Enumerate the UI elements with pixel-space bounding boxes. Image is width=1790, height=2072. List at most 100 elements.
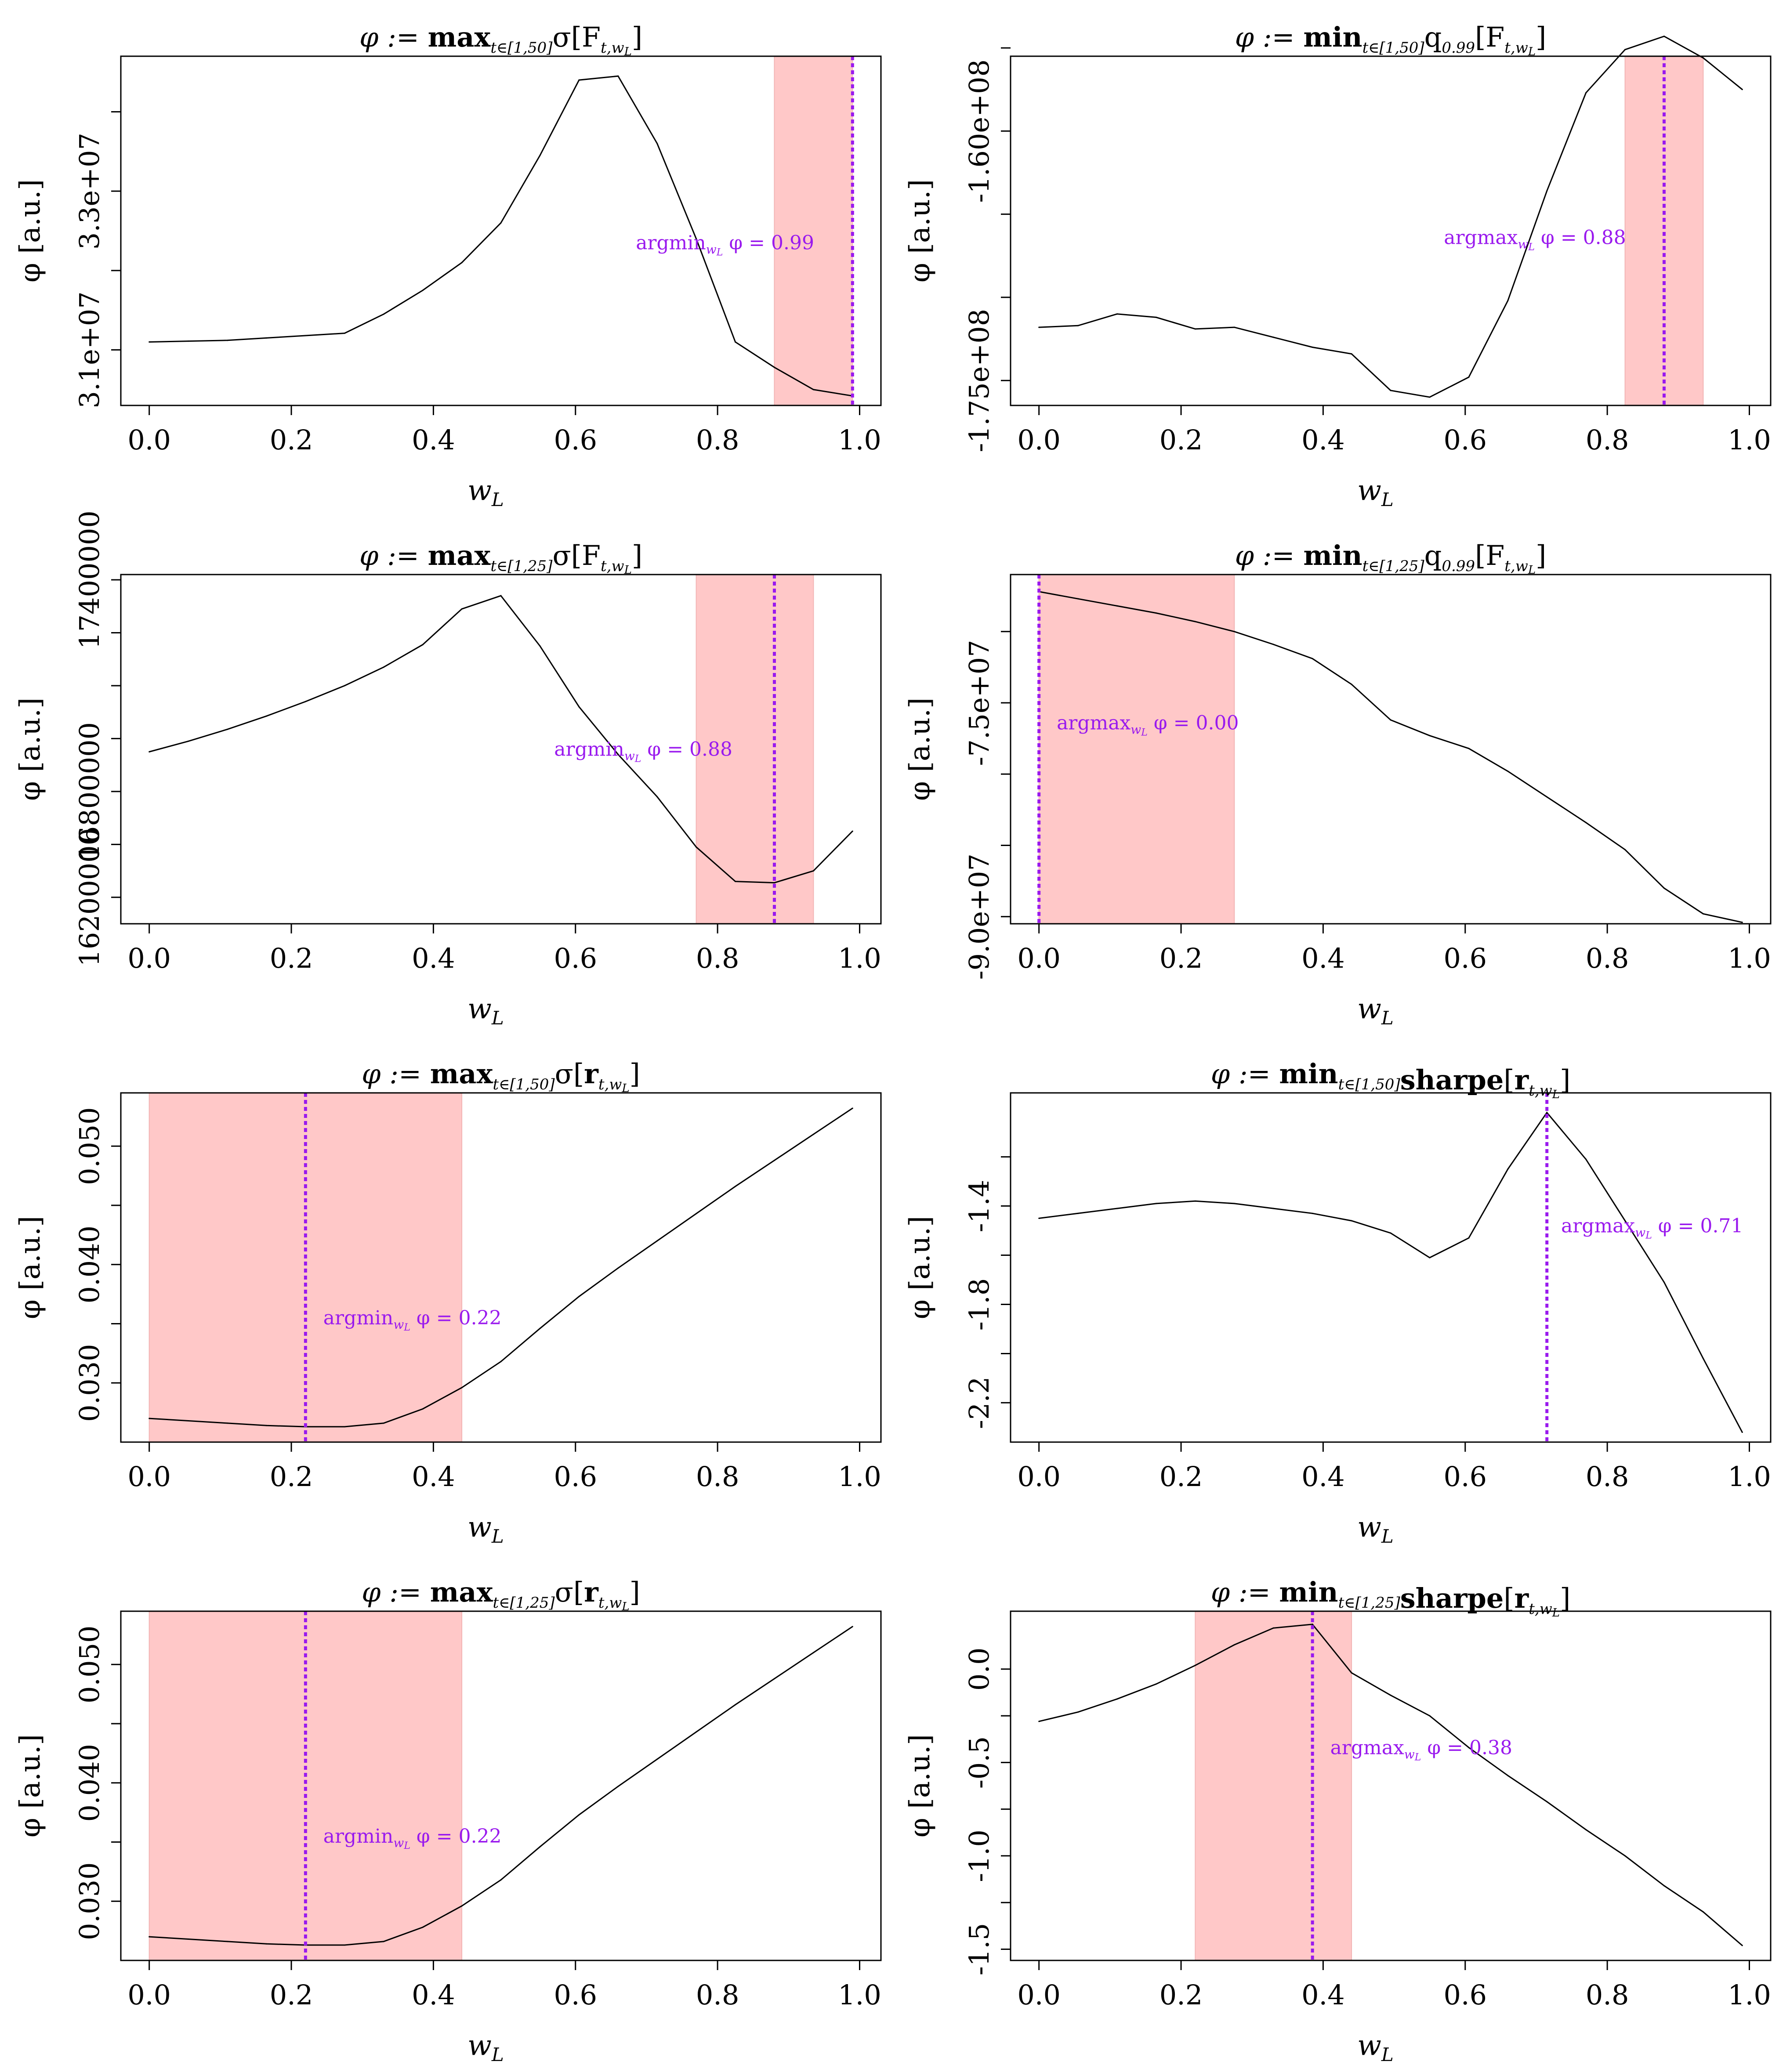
data-point [1116,1208,1118,1209]
data-point [1038,326,1040,328]
data-point [1077,325,1079,326]
data-point [539,155,541,156]
plot-frame [120,1092,882,1443]
data-point [1741,1945,1743,1946]
data-point [852,830,853,832]
data-point [344,333,345,334]
x-tick-label: 0.4 [1301,424,1345,456]
x-tick-label: 0.2 [270,1979,313,2011]
chart-panel-6: 0.0 0.2 0.4 0.6 0.8 1.0 -2.2 -1.8 -1.4 wL φ [a.u.]… [904,1058,1772,1547]
data-point [344,1426,345,1428]
data-point [1624,49,1626,51]
data-point [1429,396,1431,398]
data-point [1155,612,1157,614]
data-point [539,1846,541,1848]
data-point [1429,1715,1431,1717]
x-tick-label: 0.8 [696,424,739,456]
plot-frame [1010,1092,1772,1443]
y-axis-label: φ [a.u.] [14,1734,47,1837]
plot-frame [120,55,882,406]
y-axis-label: φ [a.u.] [14,698,47,801]
data-point [1351,353,1352,355]
x-tick-label: 1.0 [1728,1979,1771,2011]
data-point [773,1160,775,1161]
data-point [500,1879,502,1881]
data-point [578,1814,580,1816]
x-tick-label: 0.4 [1301,1979,1345,2011]
argopt-band [1038,574,1235,924]
data-point [1233,326,1235,328]
data-point [1233,1644,1235,1646]
data-point [578,1296,580,1298]
y-tick-label: 16800000 [73,722,105,861]
x-tick-label: 0.4 [412,424,455,456]
argopt-annotation: argmaxwL φ = 0.88 [1444,227,1626,253]
argopt-annotation: argminwL φ = 0.99 [636,232,814,258]
data-point [1390,719,1391,721]
y-tick-label: -1.75e+08 [963,309,995,452]
data-point [1272,1208,1274,1209]
data-point [1194,621,1196,622]
x-tick-label: 0.0 [127,942,171,974]
data-point [1077,1711,1079,1713]
data-point [500,595,502,597]
x-tick-label: 0.8 [696,1979,739,2011]
data-point [656,143,658,145]
data-point [1194,328,1196,330]
series-line [1039,1111,1743,1433]
y-tick-label: 0.050 [73,1626,105,1704]
data-point [1038,1721,1040,1722]
data-point [773,882,775,884]
data-point [812,389,814,391]
data-point [1429,735,1431,737]
data-point [461,262,463,264]
x-tick-label: 0.2 [270,1461,313,1493]
x-tick-label: 0.2 [1160,1461,1203,1493]
x-tick-label: 1.0 [1728,1461,1771,1493]
x-tick-label: 0.6 [1443,1979,1487,2011]
y-axis-label: φ [a.u.] [904,1216,936,1319]
data-point [227,728,228,730]
data-point [383,313,384,315]
x-tick-label: 0.2 [1160,1979,1203,2011]
data-point [1116,1698,1118,1700]
data-point [227,340,228,341]
plot-frame [120,1610,882,1961]
data-point [696,1213,697,1215]
x-tick-label: 0.0 [127,424,171,456]
x-axis-label: wL [467,2029,504,2065]
data-point [1468,748,1470,749]
x-tick-label: 0.6 [554,942,597,974]
y-tick-label: -2.2 [963,1377,995,1429]
y-tick-label: -1.5 [963,1923,995,1976]
chart-panel-8: 0.0 0.2 0.4 0.6 0.8 1.0 -1.5 -1.0 -0.5 0.0 wL φ [a.… [904,1576,1772,2065]
x-tick-label: 0.8 [696,942,739,974]
data-point [383,1422,384,1424]
data-point [461,608,463,610]
data-point [149,341,150,343]
data-point [1546,1801,1548,1803]
chart-title: φ := maxt∈[1,25]σ[rt,wL] [362,1576,640,1613]
argopt-annotation: argmaxwL φ = 0.00 [1057,712,1239,738]
data-point [1390,1694,1391,1696]
data-point [188,740,189,742]
plot-frame [1010,574,1772,925]
chart-panel-7: 0.0 0.2 0.4 0.6 0.8 1.0 0.030 0.040 0.050 wL φ [a.… [14,1576,882,2065]
data-point [265,1943,267,1945]
data-point [265,337,267,339]
data-point [617,754,619,756]
argopt-annotation: argminwL φ = 0.22 [323,1825,502,1851]
data-point [188,340,189,342]
chart-title: φ := mint∈[1,25]q0.99[Ft,wL] [1235,539,1547,577]
data-point [1585,1158,1587,1160]
data-point [617,1267,619,1269]
y-axis-label: φ [a.u.] [904,698,936,801]
data-point [149,1417,150,1419]
x-tick-label: 0.6 [554,1979,597,2011]
x-tick-label: 0.4 [1301,1461,1345,1493]
data-point [1663,1885,1665,1887]
x-axis-label: wL [467,993,504,1029]
x-tick-label: 0.0 [127,1461,171,1493]
data-point [812,1133,814,1135]
